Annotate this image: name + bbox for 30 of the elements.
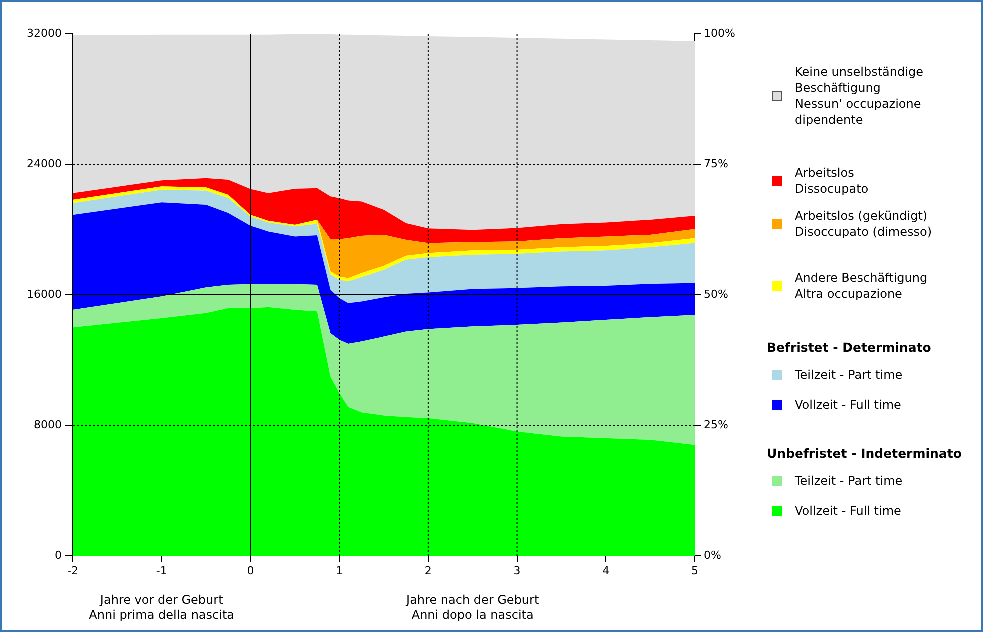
y2-tick-label: 0% [704, 548, 722, 562]
legend-label: Andere Beschäftigung Altra occupazione [795, 270, 929, 302]
x-tick-label: -1 [156, 564, 168, 578]
x-tick-label: 2 [424, 564, 432, 578]
legend-label: Arbeitslos (gekündigt) Disoccupato (dimesso) [795, 208, 934, 240]
y2-tick-label: 25% [704, 418, 728, 432]
legend-label: Keine unselbständige Beschäftigung Nessun' occupazione dipendente [795, 64, 924, 128]
x-tick-label: 1 [336, 564, 344, 578]
y-tick-label: 16000 [27, 288, 62, 301]
x-tick-label: 3 [514, 564, 521, 578]
legend-label: Vollzeit - Full time [795, 397, 902, 413]
y-tick-label: 0 [55, 548, 62, 562]
text: Unbefristet - Indeterminato [767, 446, 962, 462]
legend-label: Teilzeit - Part time [795, 473, 904, 489]
y2-tick-label: 50% [704, 288, 728, 301]
x-tick-label: -2 [68, 564, 78, 578]
legend-label: Vollzeit - Full time [795, 503, 902, 519]
y2-tick-label: 100% [704, 26, 736, 40]
y2-tick-label: 75% [704, 157, 728, 170]
y-tick-label: 32000 [27, 26, 62, 40]
x-tick-label: 0 [247, 564, 254, 578]
text: Befristet - Determinato [767, 340, 932, 356]
legend-label: Teilzeit - Part time [795, 367, 904, 383]
text: Jahre vor der Geburt Anni prima della nascita [89, 593, 235, 622]
y-tick-label: 24000 [27, 157, 62, 170]
legend-label: Arbeitslos Dissocupato [795, 165, 870, 197]
x-tick-label: 5 [692, 564, 698, 578]
text: Jahre nach der Geburt Anni dopo la nascita [406, 593, 540, 622]
x-tick-label: 4 [602, 564, 610, 578]
y-tick-label: 8000 [34, 418, 62, 432]
